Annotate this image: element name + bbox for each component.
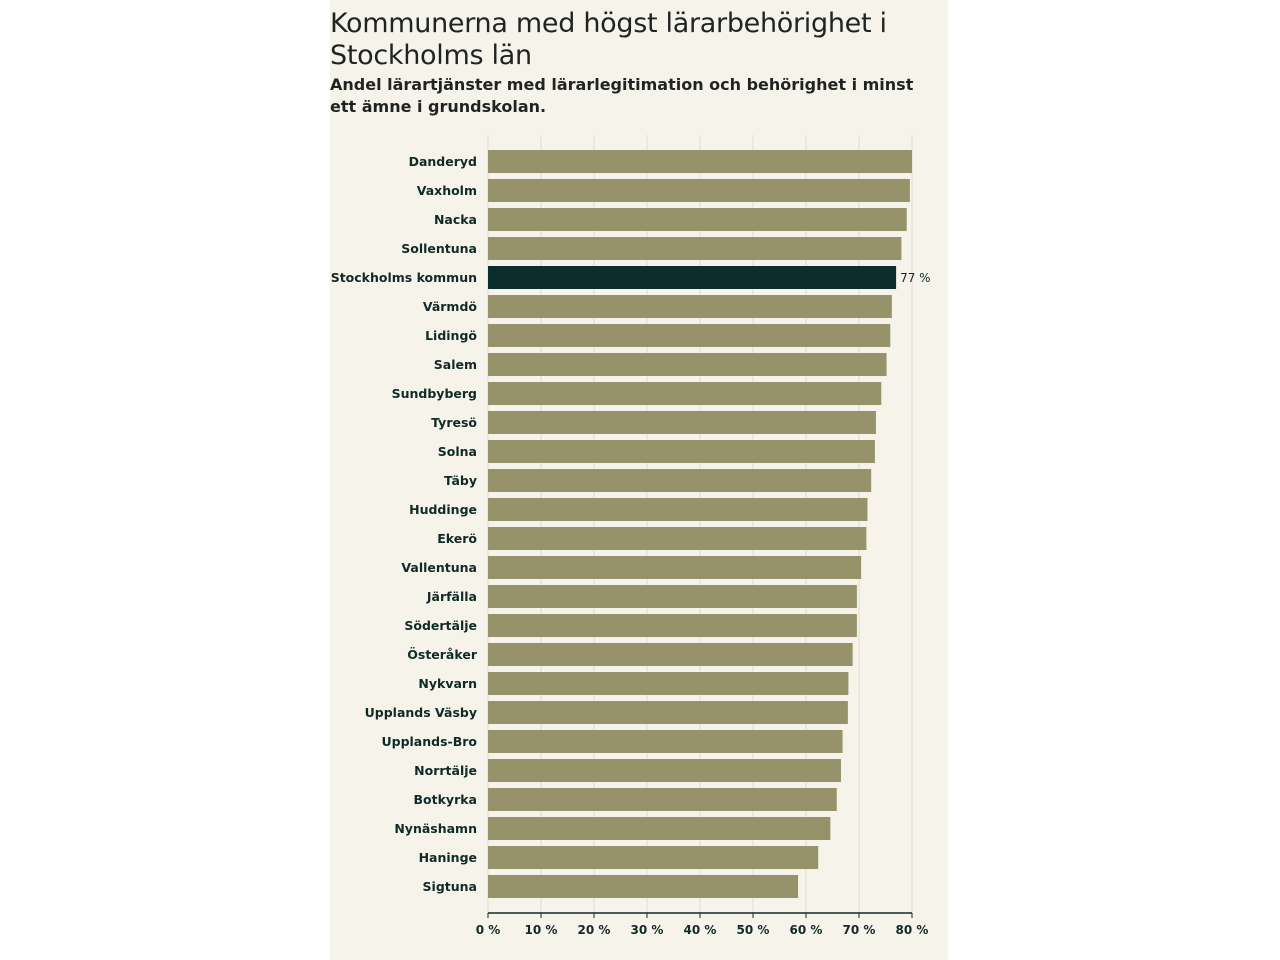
bar [488,817,831,840]
bar [488,788,837,811]
category-label: Nykvarn [418,676,477,691]
category-label: Vaxholm [417,183,477,198]
category-label: Sollentuna [401,241,477,256]
tick-label: 50 % [737,923,770,937]
category-label: Täby [444,473,477,488]
category-label: Lidingö [425,328,477,343]
bar [488,208,907,231]
category-label: Järfälla [426,589,477,604]
bar [488,150,912,173]
chart-subtitle: Andel lärartjänster med lärarlegitimatio… [330,75,914,116]
tick-label: 0 % [476,923,501,937]
category-label: Solna [438,444,477,459]
tick-label: 80 % [896,923,929,937]
category-label: Haninge [419,850,477,865]
category-label: Upplands Väsby [365,705,477,720]
bar [488,585,857,608]
category-label: Värmdö [423,299,478,314]
bar [488,411,876,434]
category-label: Ekerö [437,531,477,546]
category-label: Upplands-Bro [381,734,477,749]
bar [488,846,819,869]
category-label: Österåker [407,647,478,662]
chart-title: Kommunerna med högst lärarbehörighet i S… [330,8,887,71]
chart-card: Kommunerna med högst lärarbehörighet i S… [330,0,948,960]
bar [488,759,841,782]
category-label: Nacka [434,212,477,227]
category-label: Botkyrka [414,792,477,807]
bar [488,295,892,318]
bar [488,527,867,550]
bar [488,875,799,898]
bar [488,469,872,492]
category-label: Tyresö [431,415,477,430]
bar [488,730,843,753]
category-label: Salem [434,357,477,372]
bar [488,382,882,405]
category-label: Nynäshamn [394,821,477,836]
bar [488,614,857,637]
tick-label: 70 % [843,923,876,937]
bar-chart: Danderyd Vaxholm Nacka Sollentuna Stockholms… [331,135,931,937]
category-label: Stockholms kommun [331,270,477,285]
bar [488,353,887,376]
category-label: Danderyd [409,154,477,169]
tick-label: 10 % [525,923,558,937]
bar [488,324,891,347]
category-label: Vallentuna [401,560,477,575]
tick-label: 40 % [684,923,717,937]
bar [488,440,875,463]
category-label: Huddinge [409,502,477,517]
category-label: Södertälje [404,618,477,633]
bar [488,672,849,695]
bar [488,643,853,666]
category-label: Sigtuna [423,879,477,894]
bar [488,556,862,579]
bar [488,498,868,521]
category-label: Norrtälje [414,763,477,778]
category-label: Sundbyberg [392,386,477,401]
tick-label: 20 % [578,923,611,937]
bar [488,701,848,724]
tick-label: 60 % [790,923,823,937]
bar [488,237,902,260]
bar [488,266,897,289]
bar [488,179,910,202]
data-label: 77 % [900,271,931,285]
tick-label: 30 % [631,923,664,937]
